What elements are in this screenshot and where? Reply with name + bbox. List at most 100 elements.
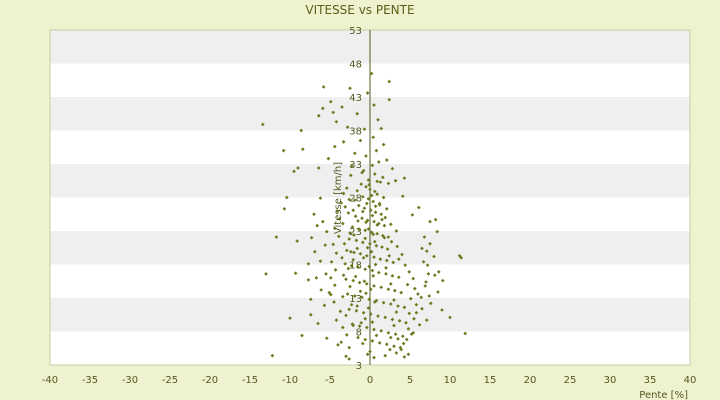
data-point (371, 199, 376, 204)
data-point (369, 71, 374, 76)
data-point (309, 235, 314, 240)
data-point (380, 245, 384, 249)
data-point (327, 290, 332, 295)
y-axis-title: Vitesse [km/h] (333, 162, 344, 234)
data-point (394, 310, 399, 314)
data-point (348, 173, 353, 178)
x-tick-label: 0 (367, 375, 373, 386)
data-point (403, 263, 408, 268)
data-point (402, 176, 407, 180)
data-point (331, 110, 336, 115)
data-point (349, 302, 354, 307)
data-point (363, 337, 368, 342)
data-point (360, 170, 364, 175)
data-point (318, 259, 323, 263)
data-point (372, 219, 376, 224)
data-point (396, 257, 401, 261)
data-point (384, 158, 389, 162)
x-tick-label: -35 (82, 375, 98, 386)
data-point (334, 251, 339, 255)
data-point (414, 310, 419, 315)
x-tick-label: 10 (444, 375, 457, 386)
data-point (322, 303, 327, 308)
data-point (364, 154, 368, 158)
data-point (364, 184, 368, 189)
data-point (368, 287, 373, 292)
data-point (362, 279, 367, 284)
data-point (384, 342, 389, 347)
data-point (375, 231, 380, 236)
data-point (370, 339, 375, 343)
data-point (347, 237, 352, 241)
data-point (270, 353, 275, 358)
data-point (390, 166, 395, 171)
data-point (300, 333, 304, 338)
data-point (386, 331, 391, 335)
data-point (372, 355, 376, 360)
data-point (374, 243, 379, 248)
data-point (402, 355, 407, 359)
data-point (344, 313, 348, 318)
data-point (296, 166, 300, 170)
data-point (352, 198, 357, 203)
data-point (428, 301, 433, 306)
data-point (351, 208, 356, 213)
data-point (380, 175, 385, 180)
data-point (375, 223, 380, 227)
data-point (354, 238, 359, 243)
data-point (459, 255, 464, 260)
data-point (332, 283, 337, 288)
data-point (308, 297, 313, 302)
data-point (424, 318, 429, 322)
data-point (372, 172, 377, 176)
data-point (336, 343, 340, 347)
data-point (372, 255, 376, 259)
data-point (332, 300, 336, 304)
data-point (411, 276, 416, 281)
data-point (360, 209, 365, 214)
data-point (383, 315, 388, 320)
data-point (334, 318, 339, 322)
data-point (406, 326, 411, 331)
data-point (333, 268, 338, 272)
data-point (308, 312, 313, 317)
data-point (371, 274, 376, 278)
data-point (381, 142, 386, 147)
data-point (381, 300, 386, 305)
data-point (407, 270, 412, 274)
data-point (377, 203, 382, 207)
data-point (385, 247, 390, 251)
data-point (360, 216, 364, 221)
data-point (358, 251, 363, 256)
data-point (340, 325, 345, 330)
data-point (376, 160, 381, 164)
data-point (436, 270, 441, 274)
data-point (426, 272, 431, 276)
data-point (323, 243, 328, 247)
y-tick-label: 13 (349, 294, 362, 305)
data-point (373, 204, 378, 209)
data-point (424, 280, 428, 284)
data-point (374, 333, 379, 338)
data-point (316, 166, 321, 170)
data-point (352, 294, 357, 298)
data-point (372, 327, 376, 332)
data-point (324, 336, 329, 341)
data-point (352, 233, 356, 237)
data-point (392, 288, 397, 293)
data-point (364, 325, 369, 330)
data-point (399, 290, 404, 295)
x-tick-label: -20 (202, 375, 218, 386)
data-point (351, 323, 356, 328)
data-point (332, 144, 337, 149)
data-point (274, 235, 279, 239)
data-point (348, 284, 352, 289)
data-point (405, 282, 410, 287)
data-point (391, 260, 396, 265)
data-point (394, 229, 399, 233)
data-point (366, 197, 371, 201)
data-point (382, 223, 387, 228)
data-point (433, 217, 438, 222)
